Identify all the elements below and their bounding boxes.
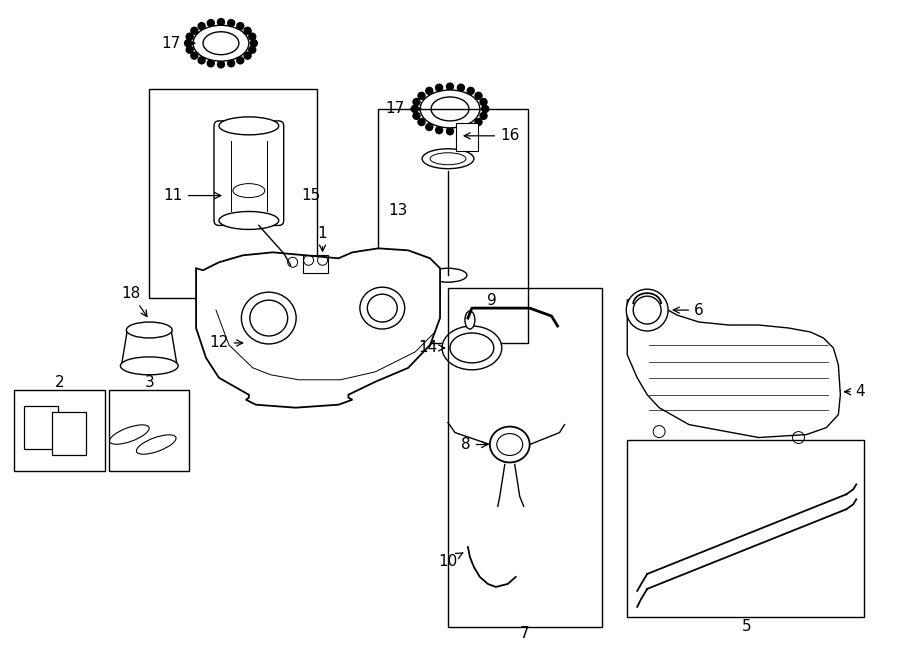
Ellipse shape xyxy=(420,90,480,128)
Bar xyxy=(149,89,317,298)
Text: 12: 12 xyxy=(210,335,243,350)
Text: 8: 8 xyxy=(461,437,488,452)
Ellipse shape xyxy=(219,212,279,229)
Circle shape xyxy=(248,46,256,54)
Circle shape xyxy=(482,106,489,112)
Circle shape xyxy=(411,106,418,112)
Circle shape xyxy=(436,127,443,134)
Ellipse shape xyxy=(626,289,668,331)
Bar xyxy=(14,390,105,471)
Ellipse shape xyxy=(442,326,502,370)
Circle shape xyxy=(475,93,482,99)
Circle shape xyxy=(237,57,244,64)
Ellipse shape xyxy=(137,435,176,454)
Text: 2: 2 xyxy=(55,375,65,390)
Circle shape xyxy=(191,52,198,59)
Text: 17: 17 xyxy=(162,36,195,51)
Text: 9: 9 xyxy=(487,293,497,307)
FancyBboxPatch shape xyxy=(214,121,284,225)
Ellipse shape xyxy=(110,425,149,444)
Text: 16: 16 xyxy=(464,128,519,143)
Circle shape xyxy=(467,87,474,95)
Ellipse shape xyxy=(126,322,172,338)
Text: 18: 18 xyxy=(122,286,147,317)
Ellipse shape xyxy=(422,149,474,169)
Bar xyxy=(448,288,602,627)
Ellipse shape xyxy=(429,268,467,282)
Circle shape xyxy=(457,84,464,91)
Circle shape xyxy=(218,61,224,68)
Text: 1: 1 xyxy=(318,226,328,251)
Circle shape xyxy=(418,118,425,126)
Ellipse shape xyxy=(194,25,248,61)
Circle shape xyxy=(248,33,256,40)
Ellipse shape xyxy=(121,357,178,375)
Circle shape xyxy=(457,127,464,134)
Text: 11: 11 xyxy=(164,188,220,203)
Circle shape xyxy=(426,124,433,130)
Circle shape xyxy=(250,40,257,47)
Text: 14: 14 xyxy=(418,340,445,356)
Circle shape xyxy=(426,87,433,95)
Text: 5: 5 xyxy=(742,619,751,635)
Text: 13: 13 xyxy=(389,203,408,218)
Circle shape xyxy=(480,112,487,120)
Circle shape xyxy=(413,98,420,106)
Bar xyxy=(378,109,527,343)
Circle shape xyxy=(467,124,474,130)
Bar xyxy=(302,255,328,273)
Circle shape xyxy=(186,46,194,54)
Circle shape xyxy=(237,22,244,30)
Bar xyxy=(110,390,189,471)
Bar xyxy=(284,255,299,273)
Text: 10: 10 xyxy=(438,553,463,568)
Circle shape xyxy=(446,128,454,135)
Ellipse shape xyxy=(219,117,279,135)
Ellipse shape xyxy=(465,311,475,329)
Circle shape xyxy=(480,98,487,106)
Circle shape xyxy=(228,20,235,26)
Circle shape xyxy=(228,60,235,67)
Circle shape xyxy=(446,83,454,90)
Polygon shape xyxy=(196,249,440,408)
Polygon shape xyxy=(122,330,177,366)
Circle shape xyxy=(413,112,420,120)
Text: 15: 15 xyxy=(301,188,320,203)
Bar xyxy=(51,412,86,455)
Text: 4: 4 xyxy=(844,384,865,399)
Text: 3: 3 xyxy=(144,375,154,390)
Ellipse shape xyxy=(490,426,530,463)
Circle shape xyxy=(218,19,224,26)
Circle shape xyxy=(198,22,205,30)
Circle shape xyxy=(186,33,194,40)
Circle shape xyxy=(191,27,198,34)
Circle shape xyxy=(475,118,482,126)
Circle shape xyxy=(207,60,214,67)
Polygon shape xyxy=(627,295,841,438)
Circle shape xyxy=(244,27,251,34)
Circle shape xyxy=(244,52,251,59)
Bar xyxy=(627,440,864,617)
Bar xyxy=(23,406,58,449)
Circle shape xyxy=(198,57,205,64)
Text: 7: 7 xyxy=(520,626,529,641)
Text: 17: 17 xyxy=(385,101,421,116)
Text: 6: 6 xyxy=(673,303,704,317)
Circle shape xyxy=(207,20,214,26)
Ellipse shape xyxy=(242,320,303,366)
Circle shape xyxy=(436,84,443,91)
Circle shape xyxy=(418,93,425,99)
Circle shape xyxy=(184,40,192,47)
Bar xyxy=(456,123,478,151)
